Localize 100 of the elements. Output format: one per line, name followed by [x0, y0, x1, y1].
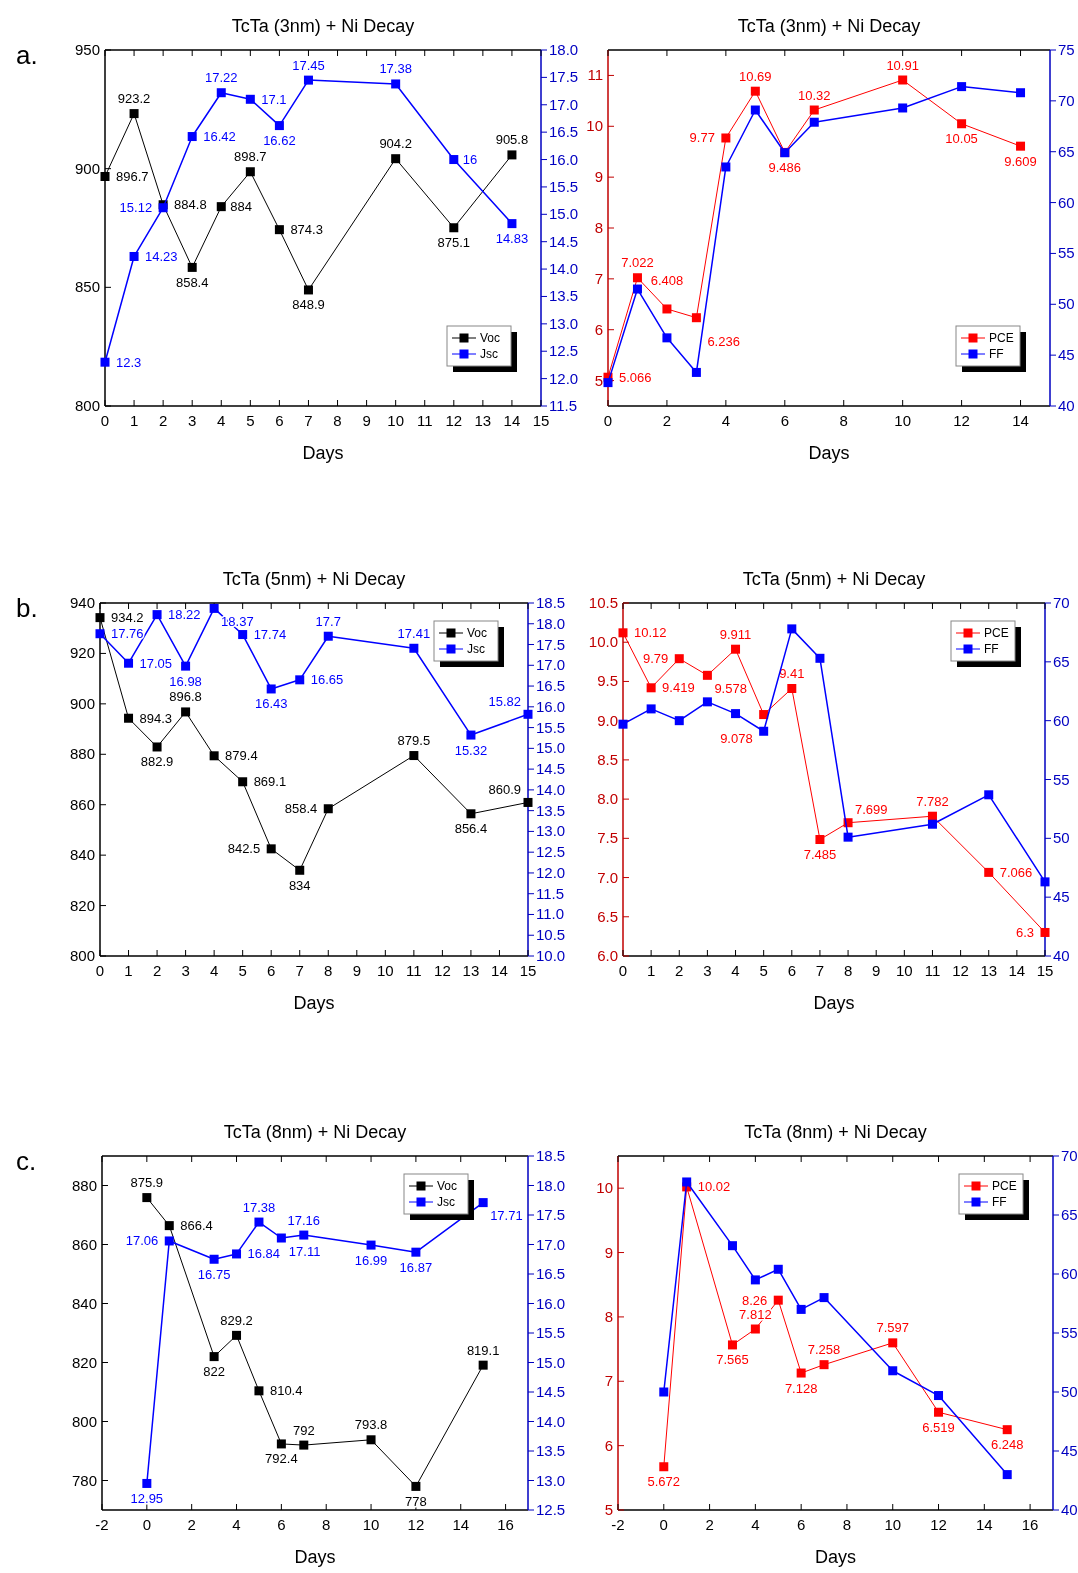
- data-label: 842.5: [227, 841, 261, 857]
- data-label: 856.4: [454, 821, 488, 837]
- data-label: 10.32: [797, 87, 831, 103]
- x-tick-label: 6: [796, 1516, 806, 1533]
- data-label: 904.2: [379, 136, 412, 152]
- y-tick-label: 860: [69, 795, 95, 813]
- y2-tick-label: 40: [1058, 397, 1075, 414]
- x-axis-title: Days: [813, 993, 855, 1013]
- data-label: 14.83: [495, 231, 529, 247]
- y2-tick-label: 16.0: [549, 150, 579, 168]
- y-tick-label: 10: [586, 117, 603, 135]
- x-tick-label: 0: [618, 962, 628, 979]
- data-label: 17.38: [379, 61, 412, 77]
- y2-tick-label: 55: [1058, 244, 1075, 262]
- data-label: 875.1: [437, 235, 471, 251]
- data-label: 5.066: [618, 369, 652, 385]
- y2-tick-label: 17.5: [536, 1206, 566, 1223]
- y2-tick-label: 15.5: [536, 1324, 566, 1341]
- data-label: 9.578: [714, 680, 747, 696]
- y2-tick-label: 70: [1058, 91, 1075, 109]
- x-tick-label: 2: [662, 412, 672, 429]
- data-label: 7.782: [916, 793, 949, 809]
- x-tick-label: 0: [659, 1516, 668, 1533]
- x-tick-label: 9: [352, 962, 361, 979]
- y2-tick-label: 16.5: [536, 1265, 566, 1282]
- y2-tick-label: 18.0: [536, 1176, 566, 1194]
- data-label: 879.4: [225, 748, 258, 764]
- text: a.: [16, 40, 38, 70]
- x-tick-label: 12: [407, 1516, 425, 1533]
- x-tick-label: 14: [503, 412, 521, 429]
- data-label: 793.8: [354, 1417, 388, 1433]
- y-tick-label: 6.5: [597, 907, 618, 925]
- data-label: 12.3: [115, 354, 142, 370]
- x-tick-label: 3: [188, 412, 197, 429]
- y2-tick-label: 13.5: [536, 1442, 566, 1459]
- legend-label: Voc: [467, 626, 488, 640]
- data-label: 834: [288, 877, 311, 893]
- x-tick-label: 4: [232, 1516, 241, 1533]
- x-tick-label: 11: [416, 412, 433, 429]
- y2-tick-label: 17.0: [549, 95, 579, 113]
- y2-tick-label: 18.0: [549, 41, 579, 58]
- y2-tick-label: 15.5: [536, 718, 566, 736]
- y2-tick-label: 11.5: [536, 884, 565, 902]
- y2-tick-label: 15.0: [549, 205, 579, 223]
- data-label: 9.41: [779, 666, 805, 681]
- y2-tick-label: 70: [1061, 1147, 1078, 1164]
- y-tick-label: 920: [69, 644, 95, 662]
- y-tick-label: 850: [74, 278, 100, 296]
- data-label: 15.32: [454, 742, 488, 758]
- x-tick-label: 0: [100, 412, 110, 429]
- y2-tick-label: 14.5: [536, 760, 566, 778]
- x-tick-label: 15: [1036, 962, 1054, 979]
- x-tick-label: 4: [721, 412, 731, 429]
- y-tick-label: 950: [74, 41, 100, 58]
- data-label: 858.4: [284, 801, 318, 817]
- y2-tick-label: 15.5: [549, 177, 579, 195]
- y2-tick-label: 60: [1058, 193, 1075, 211]
- data-label: 9.609: [1004, 153, 1037, 169]
- y-tick-label: 6.0: [597, 947, 618, 964]
- y2-tick-label: 16.0: [536, 697, 566, 715]
- data-label: 10.02: [697, 1179, 731, 1195]
- data-label: 10.05: [945, 131, 978, 147]
- x-tick-label: 12: [952, 962, 969, 979]
- chart-title: TcTa (8nm) + Ni Decay: [744, 1122, 927, 1142]
- x-tick-label: 10: [894, 412, 912, 429]
- data-label: 879.5: [397, 733, 431, 749]
- x-tick-label: 4: [217, 412, 226, 429]
- x-tick-label: 10: [387, 412, 405, 429]
- x-tick-label: 2: [675, 962, 684, 979]
- y2-tick-label: 15.0: [536, 1353, 566, 1371]
- y2-tick-label: 45: [1058, 346, 1075, 364]
- x-tick-label: -2: [95, 1516, 109, 1533]
- x-tick-label: 5: [759, 962, 768, 979]
- x-axis-title: Days: [302, 443, 344, 463]
- chart-title: TcTa (3nm) + Ni Decay: [231, 16, 415, 36]
- data-label: 7.485: [803, 847, 837, 863]
- y-tick-label: 800: [69, 947, 95, 964]
- data-label: 875.9: [130, 1175, 164, 1191]
- y-tick-label: 800: [71, 1412, 97, 1430]
- x-tick-label: 8: [843, 962, 853, 979]
- y2-tick-label: 13.0: [536, 1471, 566, 1489]
- y-tick-label: 8: [594, 219, 603, 236]
- y-tick-label: 7.5: [597, 829, 618, 847]
- data-label: 9.419: [662, 680, 695, 696]
- y2-tick-label: 18.0: [536, 614, 566, 632]
- x-tick-label: 6: [267, 962, 276, 979]
- y-tick-label: 800: [74, 397, 100, 414]
- y2-tick-label: 50: [1061, 1383, 1078, 1400]
- y2-tick-label: 17.0: [536, 1235, 566, 1253]
- y-tick-label: 900: [74, 159, 100, 177]
- y-tick-label: 940: [69, 594, 95, 611]
- data-label: 923.2: [117, 91, 151, 107]
- data-label: 822: [203, 1364, 225, 1380]
- x-tick-label: 6: [277, 1516, 286, 1533]
- data-label: 17.38: [242, 1199, 276, 1215]
- x-tick-label: 13: [462, 962, 480, 979]
- x-tick-label: 3: [703, 962, 712, 979]
- y2-tick-label: 40: [1053, 947, 1070, 964]
- data-label: 9.078: [720, 731, 753, 747]
- y-tick-label: 820: [71, 1353, 97, 1371]
